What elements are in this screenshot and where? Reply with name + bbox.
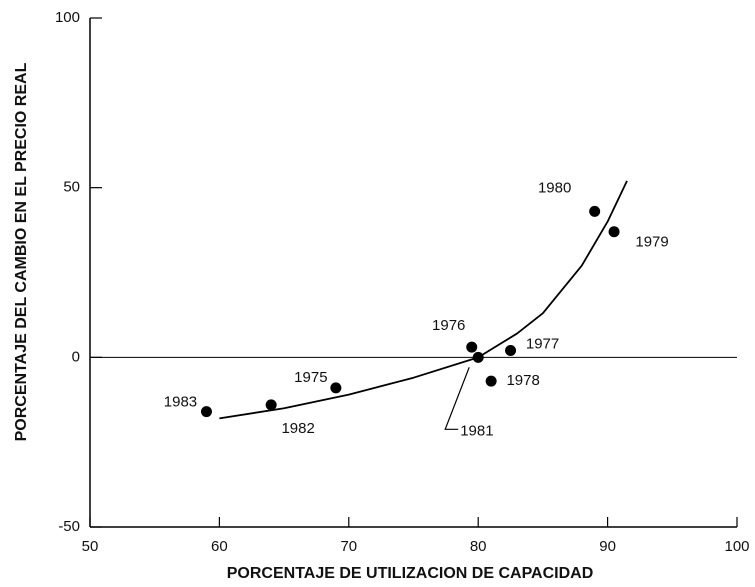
y-tick-label: 100 bbox=[55, 9, 80, 26]
y-axis-title: PORCENTAJE DEL CAMBIO EN EL PRECIO REAL bbox=[13, 62, 30, 441]
x-tick-label: 80 bbox=[470, 538, 487, 555]
point-label: 1980 bbox=[538, 179, 571, 196]
point-label: 1979 bbox=[635, 234, 668, 251]
data-point bbox=[265, 399, 277, 411]
x-tick-label: 70 bbox=[340, 538, 357, 555]
data-point bbox=[485, 375, 497, 387]
x-tick-label: 100 bbox=[724, 538, 749, 555]
x-tick-label: 90 bbox=[599, 538, 616, 555]
data-point bbox=[608, 226, 620, 238]
y-tick-label: -50 bbox=[58, 518, 80, 535]
data-point bbox=[505, 345, 517, 357]
data-point bbox=[472, 351, 484, 363]
x-axis-title: PORCENTAJE DE UTILIZACION DE CAPACIDAD bbox=[227, 565, 594, 582]
data-point bbox=[330, 382, 342, 394]
data-point bbox=[589, 205, 601, 217]
point-label: 1977 bbox=[526, 336, 559, 353]
point-label: 1981 bbox=[460, 422, 493, 439]
data-point bbox=[466, 341, 478, 353]
point-label: 1982 bbox=[281, 420, 314, 437]
fit-curve bbox=[219, 180, 628, 420]
leader-line bbox=[444, 367, 470, 430]
point-label: 1983 bbox=[164, 394, 197, 411]
x-tick-label: 60 bbox=[211, 538, 228, 555]
y-tick-label: 50 bbox=[63, 179, 80, 196]
point-label: 1978 bbox=[506, 372, 539, 389]
point-label: 1976 bbox=[432, 317, 465, 334]
point-label: 1975 bbox=[294, 369, 327, 386]
y-tick-label: 0 bbox=[72, 348, 80, 365]
x-tick-label: 50 bbox=[82, 538, 99, 555]
data-point bbox=[200, 406, 212, 418]
